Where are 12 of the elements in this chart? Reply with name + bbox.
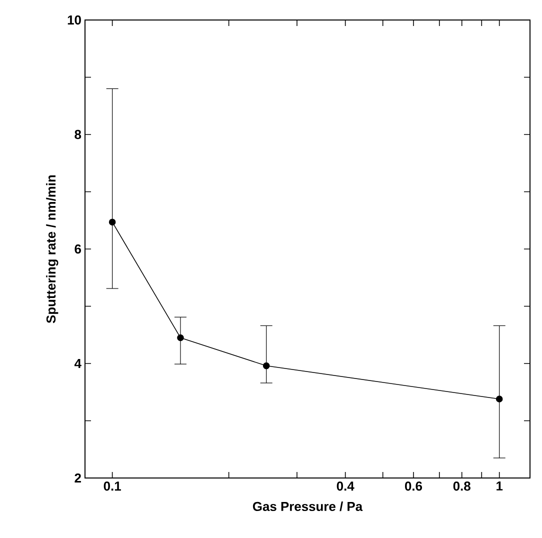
y-tick-label: 4 [74,359,82,368]
x-tick-label: 1 [496,482,503,490]
x-tick-label: 0.8 [453,482,470,491]
y-tick-label: 6 [74,244,82,254]
x-axis-title: Gas Pressure / Pa [252,502,363,512]
x-tick-label: 0.4 [336,482,354,491]
x-tick-label: 0.1 [104,482,121,491]
y-axis-title: Sputtering rate / nm/min [46,175,58,324]
y-tick-label: 8 [74,130,82,140]
y-tick-label: 2 [74,473,81,483]
x-tick-label: 0.6 [405,482,422,491]
y-tick-label: 10 [68,15,81,25]
